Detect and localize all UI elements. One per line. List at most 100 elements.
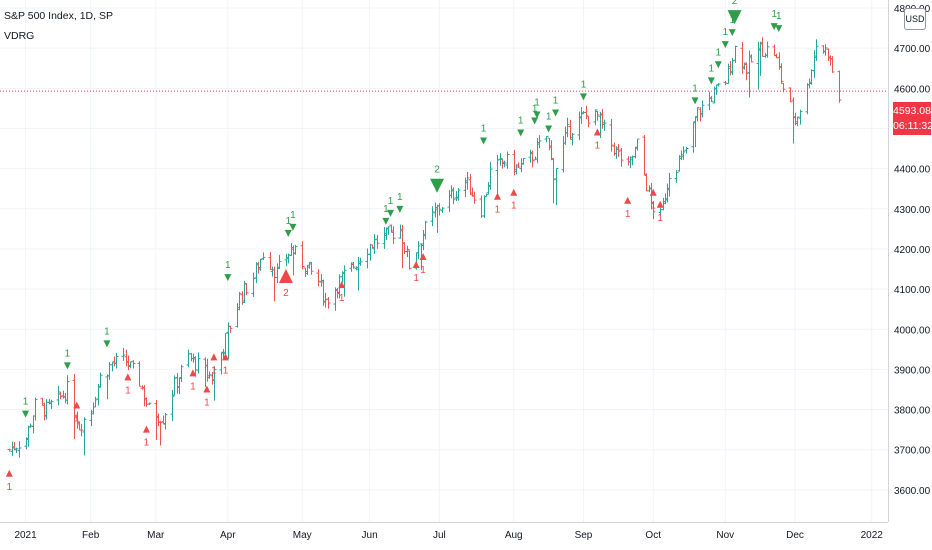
signal-sell-triangle xyxy=(552,109,560,117)
signal-sell-triangle xyxy=(382,217,390,225)
x-tick-label: 2021 xyxy=(14,530,37,541)
signal-count-label: 1 xyxy=(553,95,559,106)
current-price-value: 4593.08 xyxy=(893,105,931,117)
signal-buy-triangle xyxy=(338,281,346,289)
y-tick-label: 4000.00 xyxy=(894,325,931,336)
y-tick-label: 4600.00 xyxy=(894,84,931,95)
signal-sell-triangle xyxy=(430,178,445,193)
signal-count-label: 1 xyxy=(716,47,722,58)
y-tick-label: 3700.00 xyxy=(894,446,931,457)
signal-count-label: 1 xyxy=(518,116,524,127)
x-tick-label: Feb xyxy=(82,530,100,541)
signal-buy-triangle xyxy=(493,192,501,200)
indicator-legend[interactable]: VDRG xyxy=(4,30,35,42)
current-price-tag: 4593.08 06:11:32 xyxy=(893,102,932,135)
signal-count-label: 2 xyxy=(434,165,440,176)
signal-sell-triangle xyxy=(224,274,232,282)
y-tick-label: 3900.00 xyxy=(894,365,931,376)
y-tick-label: 4400.00 xyxy=(894,165,931,176)
signal-count-label: 1 xyxy=(595,140,601,151)
signal-count-label: 1 xyxy=(546,112,552,123)
signal-sell-triangle xyxy=(714,61,722,69)
signal-sell-triangle xyxy=(22,410,30,418)
y-tick-label: 3600.00 xyxy=(894,486,931,497)
x-tick-label: Apr xyxy=(220,530,236,541)
signal-buy-triangle xyxy=(593,128,601,136)
signal-buy-triangle xyxy=(419,252,427,260)
x-tick-label: May xyxy=(293,530,312,541)
signal-count-label: 1 xyxy=(581,79,587,90)
signal-buy-triangle xyxy=(5,469,13,477)
signal-buy-triangle xyxy=(656,200,664,208)
signal-buy-triangle xyxy=(73,401,81,409)
signal-sell-triangle xyxy=(770,23,778,31)
bar-countdown: 06:11:32 xyxy=(893,120,932,132)
signal-sell-triangle xyxy=(728,29,736,37)
signal-buy-triangle xyxy=(210,353,218,361)
signal-buy-triangle xyxy=(203,385,211,393)
signal-buy-triangle xyxy=(142,425,150,433)
signal-count-label: 1 xyxy=(729,15,735,26)
signal-count-label: 1 xyxy=(420,265,426,276)
signal-count-label: 1 xyxy=(225,260,231,271)
signal-sell-triangle xyxy=(396,205,404,213)
x-tick-label: Mar xyxy=(147,530,165,541)
signal-count-label: 1 xyxy=(7,482,13,493)
signal-count-label: 2 xyxy=(732,0,738,7)
signal-count-label: 1 xyxy=(776,11,782,22)
signal-sell-triangle xyxy=(775,25,783,33)
signal-buy-triangle xyxy=(278,269,293,284)
signal-count-label: 1 xyxy=(23,397,29,408)
signal-buy-triangle xyxy=(649,188,657,196)
signal-count-label: 1 xyxy=(625,209,631,220)
signal-count-label: 1 xyxy=(722,27,728,38)
signal-buy-triangle xyxy=(124,373,132,381)
signal-sell-triangle xyxy=(63,362,71,370)
signal-sell-triangle xyxy=(533,111,541,119)
signal-count-label: 1 xyxy=(532,103,538,114)
y-tick-label: 3800.00 xyxy=(894,406,931,417)
signal-count-label: 1 xyxy=(144,438,150,449)
signal-count-label: 1 xyxy=(692,83,698,94)
y-tick-label: 4100.00 xyxy=(894,285,931,296)
signal-count-label: 1 xyxy=(74,414,80,425)
signal-buy-triangle xyxy=(221,353,229,361)
currency-badge[interactable]: USD xyxy=(904,8,926,30)
signal-sell-triangle xyxy=(480,137,488,145)
chart-legend-title[interactable]: S&P 500 Index, 1D, SP xyxy=(4,10,113,22)
signal-sell-triangle xyxy=(289,223,297,231)
signal-sell-triangle xyxy=(707,77,715,85)
x-tick-label: Jul xyxy=(433,530,446,541)
signal-count-label: 1 xyxy=(65,348,71,359)
signal-count-label: 1 xyxy=(413,273,419,284)
signal-count-label: 1 xyxy=(223,365,229,376)
signal-sell-triangle xyxy=(545,125,553,133)
x-tick-label: Jun xyxy=(362,530,378,541)
signal-sell-triangle xyxy=(727,10,742,25)
y-tick-label: 4700.00 xyxy=(894,44,931,55)
signal-buy-triangle xyxy=(510,188,518,196)
signal-sell-triangle xyxy=(579,93,587,101)
signal-sell-triangle xyxy=(531,117,539,125)
y-tick-label: 4200.00 xyxy=(894,245,931,256)
signal-count-label: 1 xyxy=(709,63,715,74)
signal-sell-triangle xyxy=(387,209,395,217)
signal-count-label: 1 xyxy=(190,381,196,392)
signal-count-label: 1 xyxy=(657,213,663,224)
signal-buy-triangle xyxy=(189,369,197,377)
signal-sell-triangle xyxy=(284,229,292,237)
y-tick-label: 4300.00 xyxy=(894,205,931,216)
signal-count-label: 1 xyxy=(481,124,487,135)
signal-count-label: 1 xyxy=(495,205,501,216)
signal-count-label: 1 xyxy=(511,201,517,212)
signal-count-label: 1 xyxy=(290,210,296,221)
x-tick-label: Oct xyxy=(645,530,661,541)
signal-count-label: 1 xyxy=(388,196,394,207)
signal-count-label: 1 xyxy=(285,216,291,227)
signal-count-label: 1 xyxy=(104,326,110,337)
signal-buy-triangle xyxy=(624,196,632,204)
x-tick-label: Dec xyxy=(786,530,804,541)
signal-sell-triangle xyxy=(103,340,111,348)
signal-count-label: 1 xyxy=(211,365,217,376)
